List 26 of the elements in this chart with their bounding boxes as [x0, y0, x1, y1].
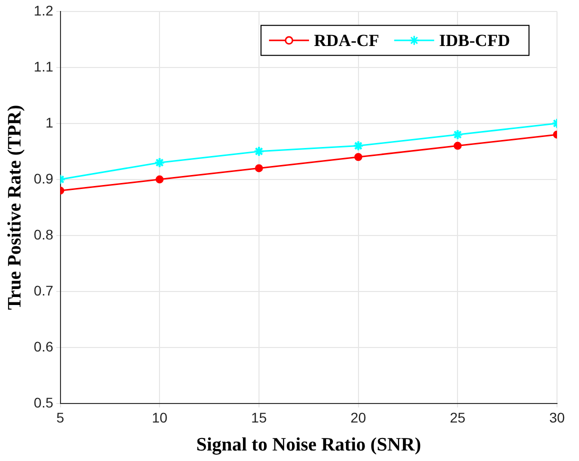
y-tick-label: 0.5 [34, 394, 54, 410]
y-tick-label: 1.1 [34, 58, 54, 74]
y-tick-label: 0.8 [34, 226, 54, 242]
point [352, 140, 364, 152]
point [253, 146, 264, 157]
point [454, 142, 462, 150]
point [156, 175, 164, 184]
x-tick-label: 15 [251, 410, 267, 426]
legend-label: IDB-CFD [439, 30, 510, 50]
y-tick-label: 0.9 [34, 170, 54, 186]
y-tick-label: 1 [45, 114, 54, 130]
point [354, 153, 362, 161]
point [154, 157, 166, 168]
y-tick-label: 0.7 [34, 282, 54, 298]
point [452, 129, 464, 140]
x-tick-label: 10 [152, 410, 168, 426]
y-tick-label: 1.2 [34, 2, 54, 18]
y-tick-label: 0.6 [34, 338, 54, 354]
point [254, 164, 263, 172]
legend-label: RDA-CF [314, 30, 380, 50]
x-tick-label: 30 [549, 410, 565, 426]
x-tick-label: 25 [450, 410, 466, 426]
x-axis-title: Signal to Noise Ratio (SNR) [196, 434, 422, 456]
x-tick-label: 20 [350, 410, 366, 426]
x-tick-label: 5 [56, 410, 64, 426]
y-axis-title: True Positive Rate (TPR) [4, 104, 26, 310]
